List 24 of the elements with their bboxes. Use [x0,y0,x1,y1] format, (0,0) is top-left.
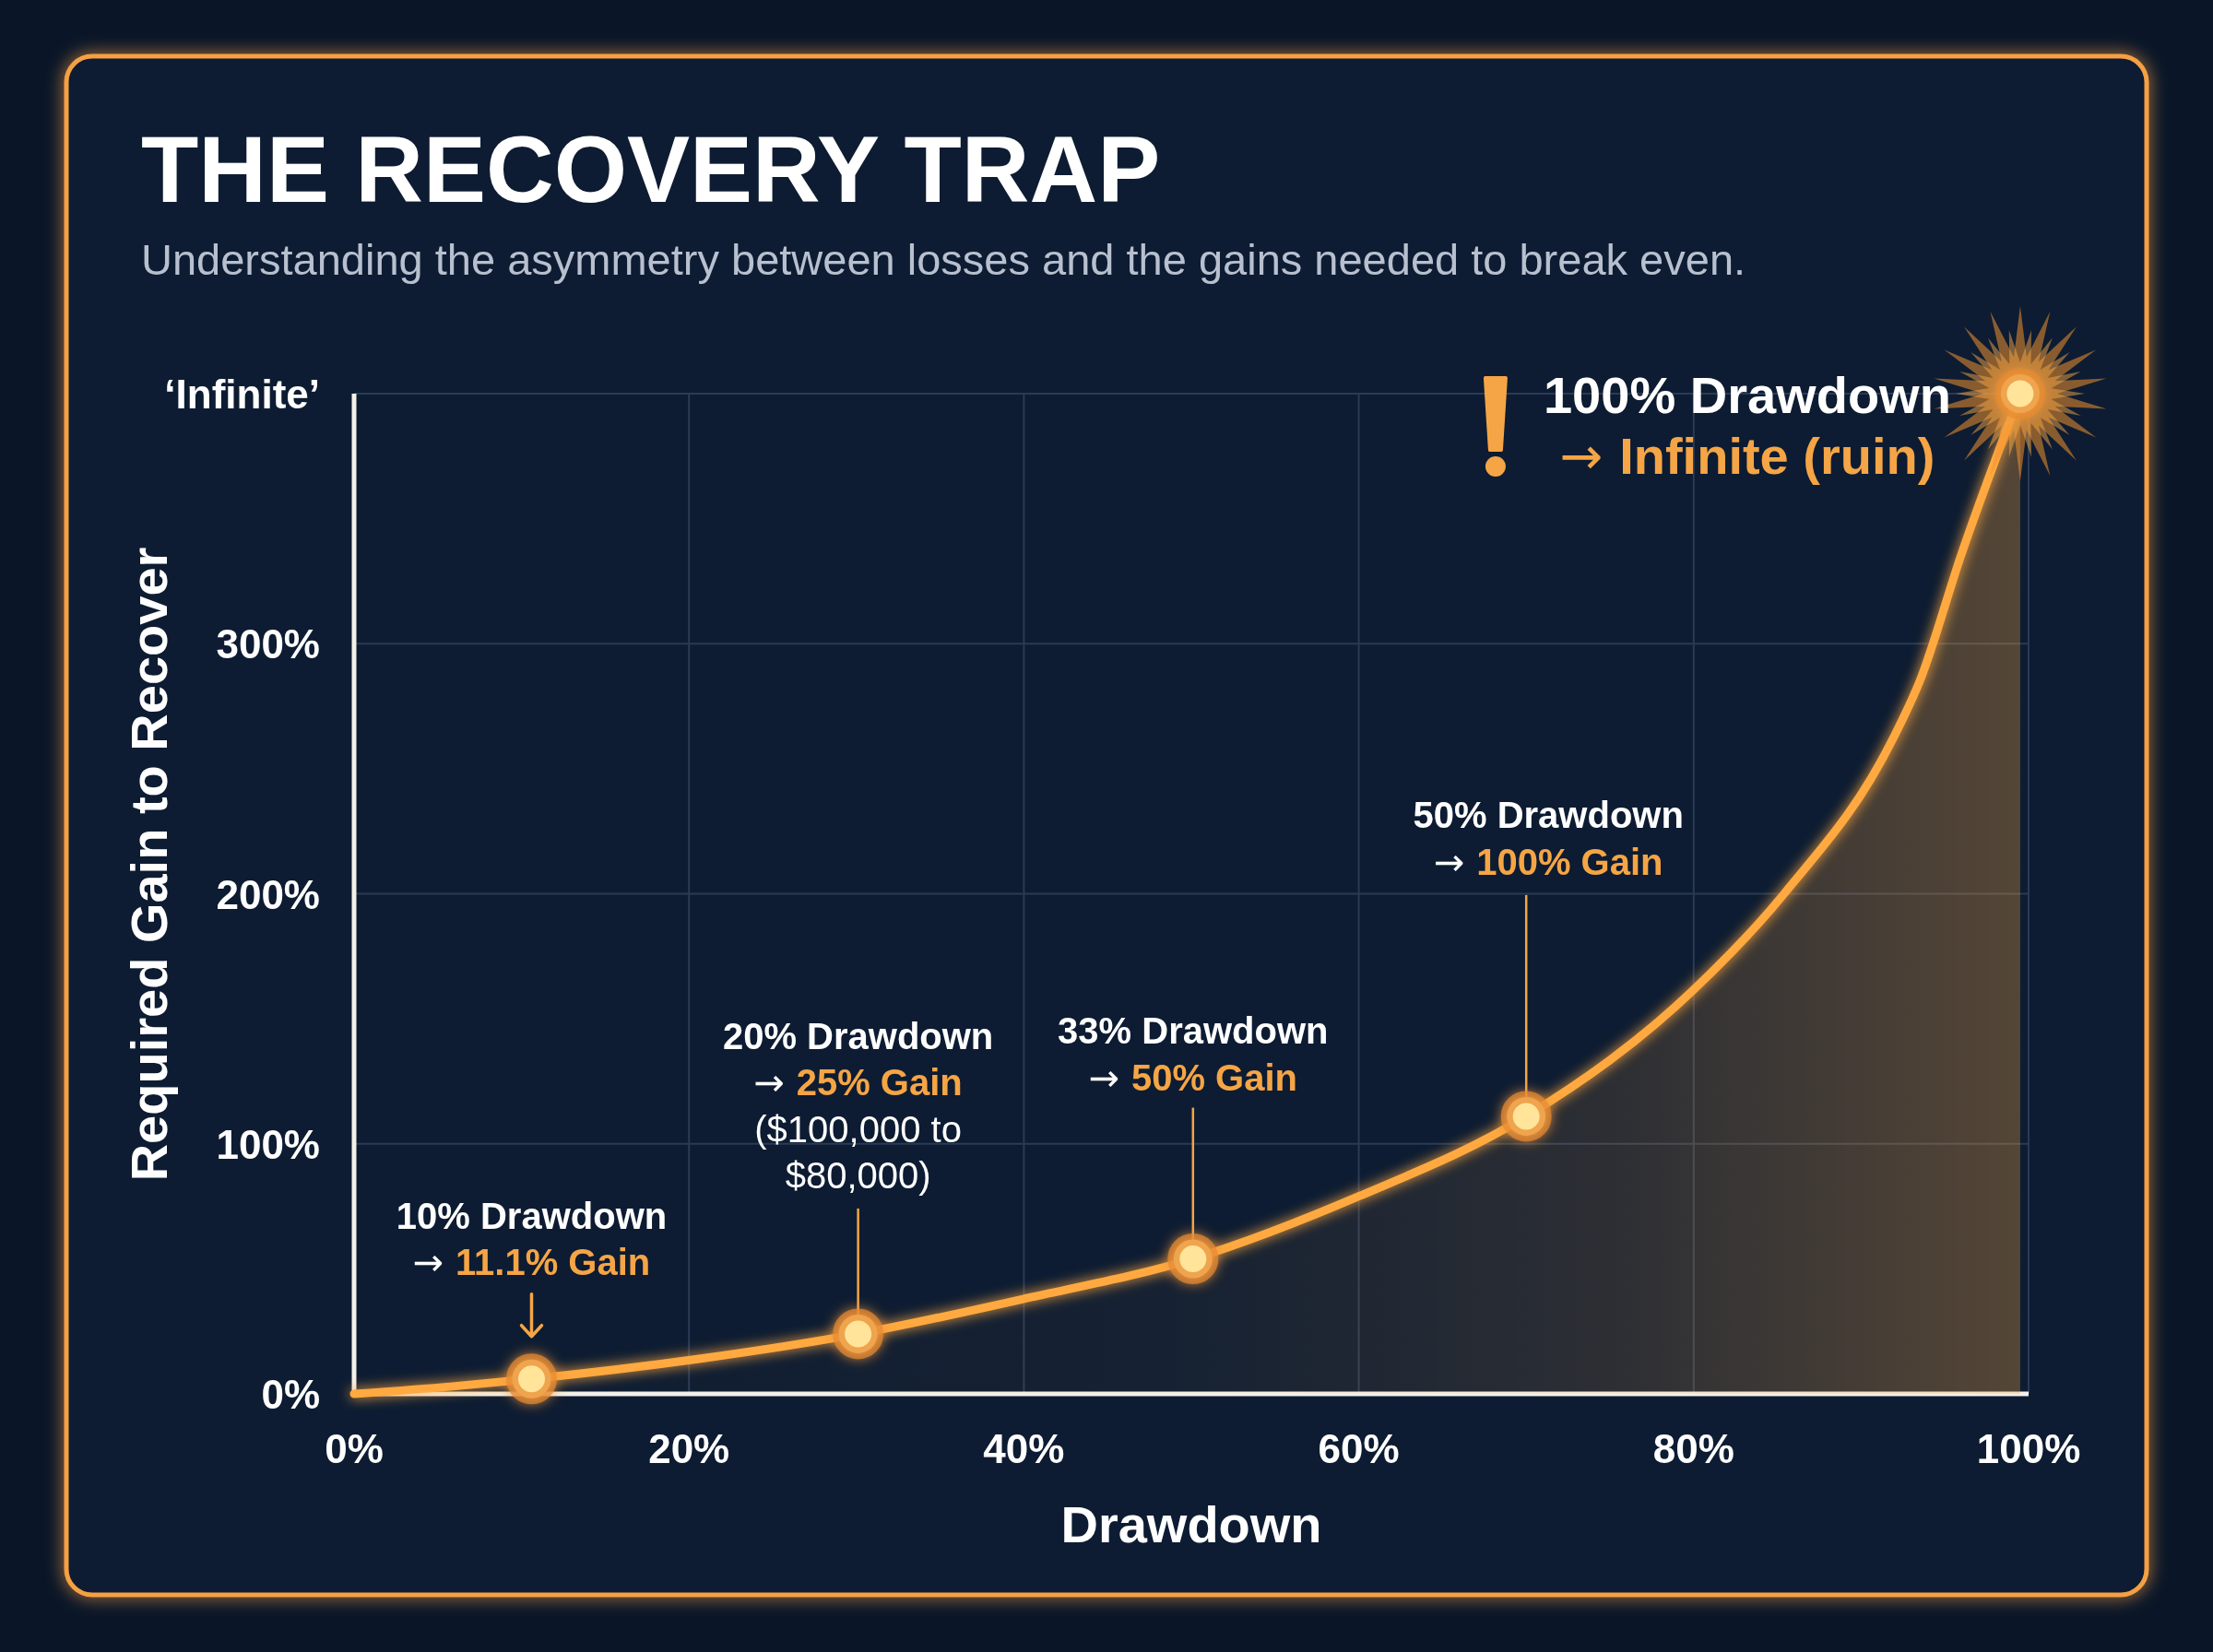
point [833,1308,884,1360]
x-tick-label: 40% [983,1426,1065,1471]
x-tick-label: 80% [1652,1426,1734,1471]
annotation: 20% Drawdown → 25% Gain ($100,000 to $80,000) [722,1015,994,1197]
y-tick-label: ‘Infinite’ [164,371,320,417]
chart-title: THE RECOVERY TRAP [141,117,1161,222]
x-tick-label: 100% [1976,1426,2081,1471]
x-axis-title: Drawdown [1060,1495,1322,1553]
y-tick-label: 100% [216,1121,320,1167]
y-tick-label: 200% [216,871,320,916]
y-tick-label: 0% [261,1371,320,1417]
annotation: 33% Drawdown → 50% Gain [1058,1009,1329,1099]
annotation: 100% Drawdown → Infinite (ruin) [1543,366,1951,486]
x-tick-label: 0% [325,1426,384,1471]
annotation: 10% Drawdown → 11.1% Gain [396,1195,668,1283]
y-tick-label: 300% [216,620,320,667]
point [1167,1233,1219,1285]
chart-subtitle: Understanding the asymmetry between losses and the gains needed to break even. [141,235,1746,284]
annotation: 50% Drawdown → 100% Gain [1413,794,1684,883]
point [1500,1091,1552,1142]
y-axis-title: Required Gain to Recover [119,547,178,1182]
point [506,1353,557,1405]
x-tick-label: 20% [648,1426,730,1471]
x-tick-label: 60% [1318,1426,1400,1471]
